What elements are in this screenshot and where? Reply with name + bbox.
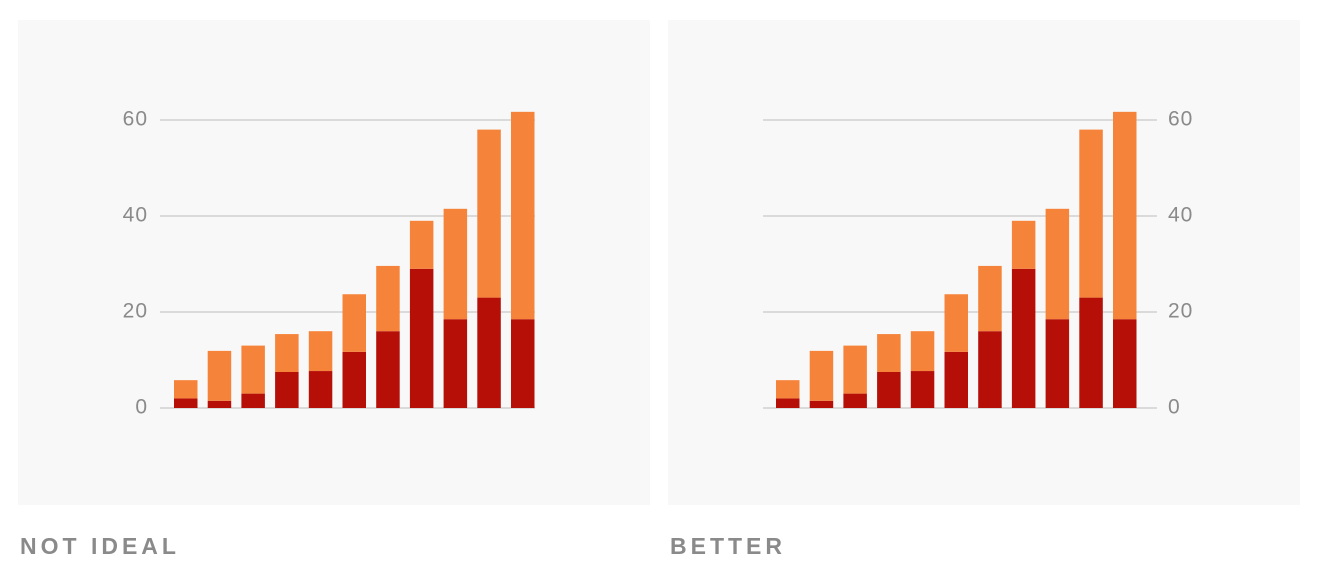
bar-segment bbox=[308, 331, 333, 372]
bar-segment bbox=[308, 371, 333, 408]
bar-segment bbox=[809, 400, 834, 408]
bar-segment bbox=[978, 331, 1002, 408]
bar-segment bbox=[207, 350, 232, 401]
bar-segment bbox=[342, 351, 366, 408]
bar-segment bbox=[1011, 220, 1036, 269]
bar-segment bbox=[443, 319, 468, 408]
bar-segment bbox=[241, 345, 265, 394]
bar-segment bbox=[776, 398, 800, 408]
bar-segment bbox=[944, 351, 968, 408]
panel bbox=[18, 20, 650, 505]
bar-segment bbox=[809, 350, 834, 401]
bar-segment bbox=[877, 334, 901, 372]
y-tick-label: 0 bbox=[135, 396, 148, 419]
bar-segment bbox=[1079, 129, 1103, 298]
bar-segment bbox=[275, 334, 299, 372]
y-tick-label: 20 bbox=[1168, 300, 1193, 323]
bar-segment bbox=[275, 372, 299, 408]
bar-segment bbox=[910, 371, 935, 408]
bar-segment bbox=[843, 345, 867, 394]
y-tick-label: 60 bbox=[1168, 108, 1193, 131]
bar-segment bbox=[1113, 111, 1137, 320]
y-tick-label: 20 bbox=[123, 300, 148, 323]
bar-segment bbox=[174, 380, 198, 399]
bar-segment bbox=[477, 297, 501, 408]
bar-segment bbox=[376, 331, 400, 408]
caption: BETTER bbox=[670, 533, 786, 559]
bar-segment bbox=[477, 129, 501, 298]
bar-segment bbox=[944, 294, 968, 352]
bar-segment bbox=[978, 265, 1002, 332]
bar-segment bbox=[443, 208, 468, 320]
bar-segment bbox=[1079, 297, 1103, 408]
bar-segment bbox=[1011, 268, 1036, 408]
bar-segment bbox=[1113, 319, 1137, 408]
y-tick-label: 0 bbox=[1168, 396, 1181, 419]
y-tick-label: 60 bbox=[123, 108, 148, 131]
caption: NOT IDEAL bbox=[20, 533, 180, 559]
bar-segment bbox=[776, 380, 800, 399]
bar-segment bbox=[207, 400, 232, 408]
bar-segment bbox=[877, 372, 901, 408]
bar-segment bbox=[1045, 208, 1070, 320]
bar-segment bbox=[241, 393, 265, 408]
y-tick-label: 40 bbox=[1168, 204, 1193, 227]
bar-segment bbox=[409, 268, 434, 408]
bar-segment bbox=[376, 265, 400, 332]
bar-segment bbox=[511, 111, 535, 320]
bar-segment bbox=[910, 331, 935, 372]
bar-segment bbox=[843, 393, 867, 408]
bar-segment bbox=[511, 319, 535, 408]
panel bbox=[668, 20, 1300, 505]
bar-segment bbox=[174, 398, 198, 408]
y-tick-label: 40 bbox=[123, 204, 148, 227]
bar-segment bbox=[1045, 319, 1070, 408]
bar-segment bbox=[409, 220, 434, 269]
bar-segment bbox=[342, 294, 366, 352]
